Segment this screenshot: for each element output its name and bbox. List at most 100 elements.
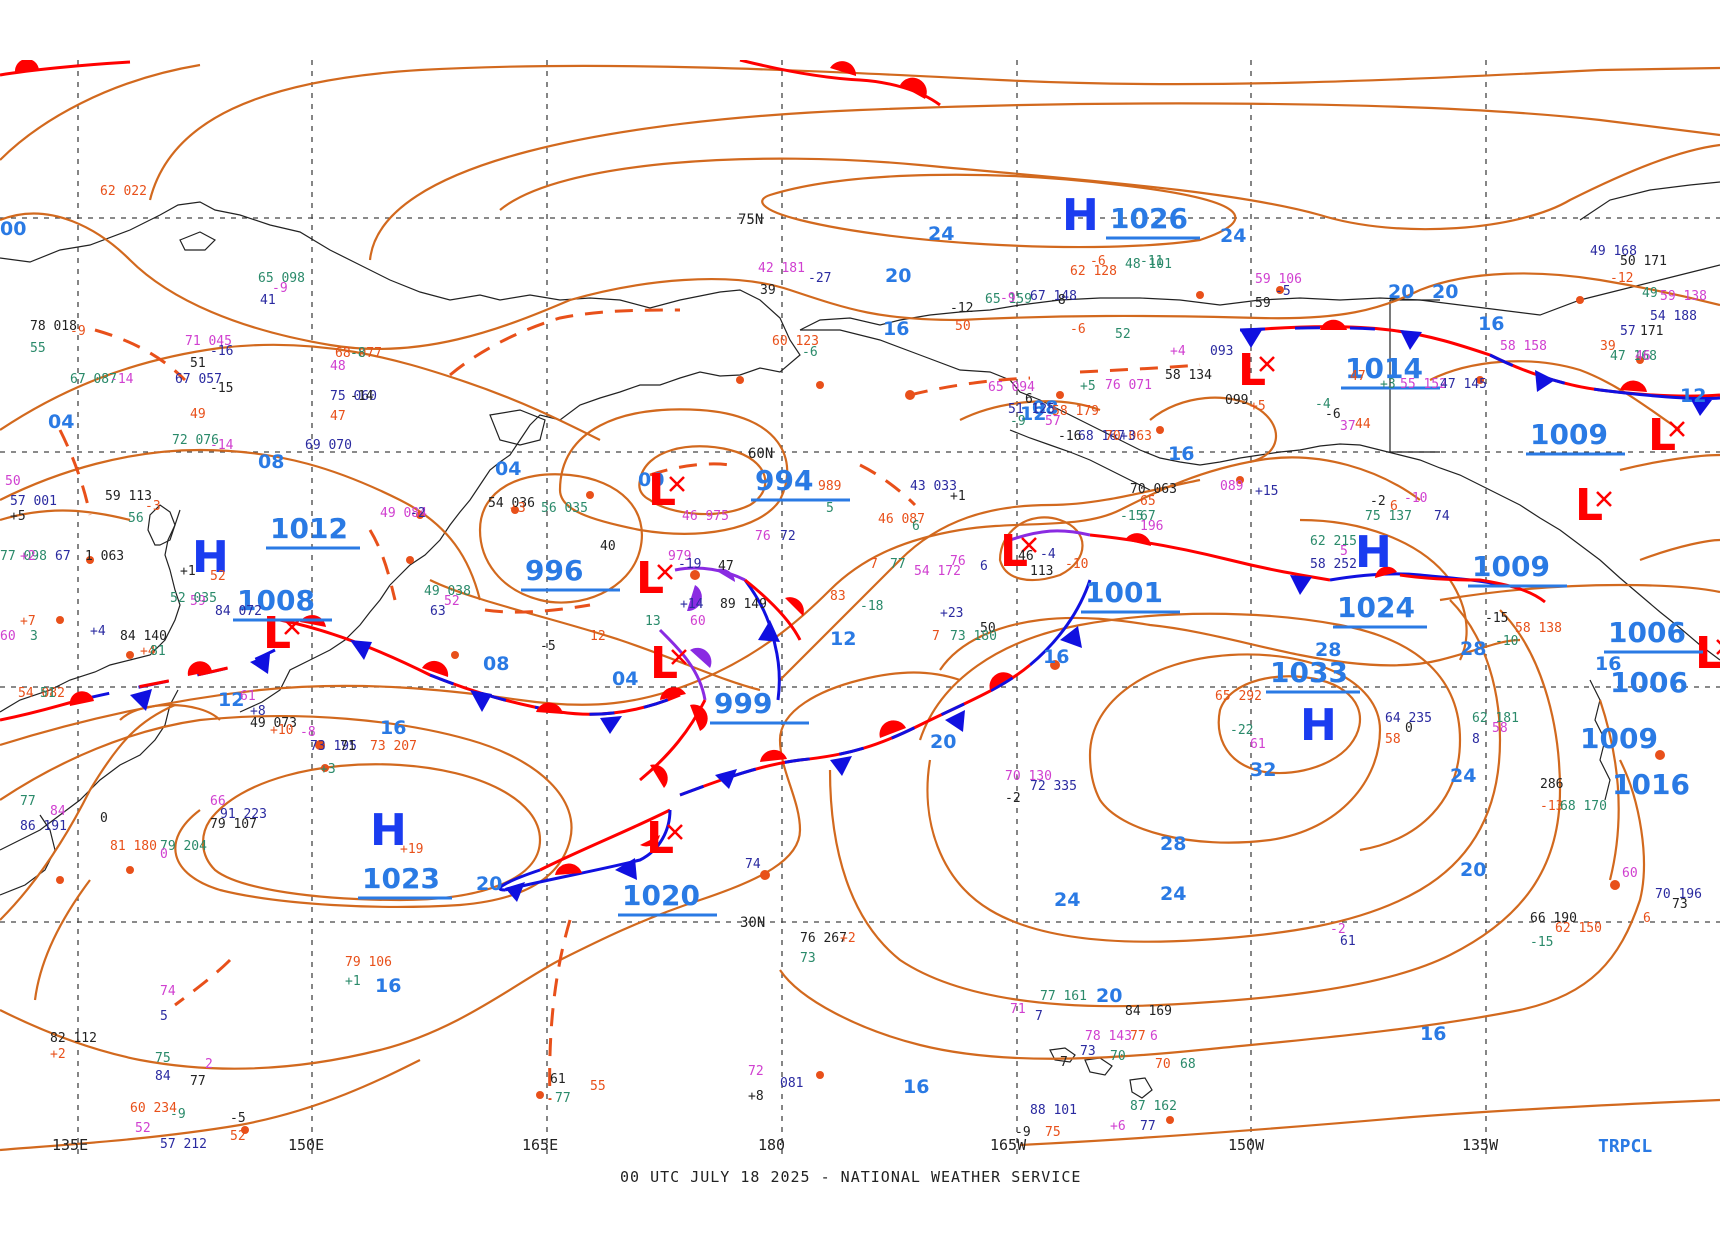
station-obs-value: 70 [1110, 1049, 1126, 1064]
station-obs-value: 69 070 [305, 438, 352, 453]
high-pressure-value: 1024 [1337, 591, 1415, 624]
station-obs-value: 81 180 [110, 839, 157, 854]
station-obs-value: 68 077 [335, 346, 382, 361]
station-obs-value: 79 107 [210, 817, 257, 832]
station-obs-value: +5 [10, 509, 26, 524]
station-obs-value: 67 [1140, 509, 1156, 524]
station-obs-value: 60 123 [772, 334, 819, 349]
station-obs-value: 58 [1492, 721, 1508, 736]
low-pressure-value: 1020 [622, 879, 700, 912]
station-obs-value: 39 [1600, 339, 1616, 354]
isobar-value-label: 20 [1388, 281, 1414, 303]
station-obs-value: -16 [210, 344, 233, 359]
station-obs-value: 55 [30, 341, 46, 356]
station-obs-value: -9 [1015, 1125, 1031, 1140]
station-obs-value: -9 [272, 281, 288, 296]
station-obs-value: 081 [780, 1076, 803, 1091]
station-obs-value: 84 169 [1125, 1004, 1172, 1019]
isobar-value-label: 24 [928, 223, 954, 245]
front-symbols [14, 60, 1712, 902]
station-obs-value: 49 084 [380, 506, 427, 521]
station-obs-value: +1 [950, 489, 966, 504]
station-obs-value: 6 [1150, 1029, 1158, 1044]
station-obs-value: 6 [1390, 499, 1398, 514]
station-obs-value: 59 [190, 594, 206, 609]
station-obs-value: 54 188 [1650, 309, 1697, 324]
isobar-value-label: 04 [48, 411, 74, 433]
station-obs-value: 77 [1130, 1029, 1146, 1044]
station-obs-value: +2 [50, 1047, 66, 1062]
station-obs-value: +5 [1250, 399, 1266, 414]
station-markers [56, 286, 1665, 1134]
station-obs-value: 1 063 [85, 549, 124, 564]
station-obs-value: 61 [1340, 934, 1356, 949]
station-obs-value: 73 [1080, 1044, 1096, 1059]
isobar-value-label: 16 [1043, 646, 1069, 668]
station-obs-value: 52 [210, 569, 226, 584]
station-obs-value: 68 167 [1078, 429, 1125, 444]
station-obs-value: 59 106 [1255, 272, 1302, 287]
station-obs-value: +10 [270, 723, 293, 738]
longitude-label: 180 [758, 1136, 785, 1154]
station-obs-value: 49 038 [424, 584, 471, 599]
isobar-value-label: 00 [0, 218, 26, 240]
isobar-value-label: 16 [375, 975, 401, 997]
low-pressure-value: 994 [755, 464, 813, 497]
station-obs-value: 0 [160, 847, 168, 862]
station-obs-value: 70 [1155, 1057, 1171, 1072]
station-obs-value: -2 [1330, 922, 1346, 937]
station-obs-value: 0 [1405, 721, 1413, 736]
station-obs-value: 70 063 [1105, 429, 1152, 444]
station-obs-value: 82 112 [50, 1031, 97, 1046]
station-obs-value: 46 087 [878, 512, 925, 527]
station-obs-value: +3 [1120, 429, 1136, 444]
station-obs-value: 6 [980, 559, 988, 574]
station-obs-value: +14 [680, 597, 704, 612]
station-obs-value: 72 [748, 1064, 764, 1079]
station-obs-value: -19 [678, 557, 701, 572]
station-obs-value: 78 143 [1085, 1029, 1132, 1044]
isobar-value-label: 24 [1450, 765, 1476, 787]
station-obs-value: 60 [1622, 866, 1638, 881]
low-pressure-value: 1009 [1472, 550, 1550, 583]
station-obs-value: +4 [140, 644, 156, 659]
low-pressure-value: 996 [525, 554, 583, 587]
station-obs-value: +3 [510, 501, 526, 516]
station-obs-value: 8 [1472, 732, 1480, 747]
station-obs-value: 62 181 [1472, 711, 1519, 726]
station-obs-value: 5 [826, 501, 834, 516]
isobar-value-label: 12 [1020, 403, 1046, 425]
station-obs-value: 73 [1672, 897, 1688, 912]
station-obs-value: 75 [1045, 1125, 1061, 1140]
isobar-value-label: 12 [830, 628, 856, 650]
station-obs-value: 7 [870, 557, 878, 572]
isobar-value-label: 08 [258, 451, 284, 473]
station-obs-value: 84 [50, 804, 66, 819]
station-obs-value: -12 [1610, 271, 1633, 286]
station-obs-value: -4 [1315, 397, 1331, 412]
station-obs-value: 74 [745, 857, 761, 872]
station-obs-value: 79 204 [160, 839, 207, 854]
station-obs-value: 71 045 [185, 334, 232, 349]
latitude-label: 75N [738, 212, 763, 228]
isobar-value-label: 20 [885, 265, 911, 287]
station-obs-value: 54 172 [914, 564, 961, 579]
pressure-value: 1006 [1610, 666, 1688, 699]
station-obs-value: 12 [590, 629, 606, 644]
station-obs-value: 171 [1640, 324, 1663, 339]
station-obs-value: 57 212 [160, 1137, 207, 1152]
station-obs-value: -9 [170, 1107, 186, 1122]
station-obs-value: 47 [330, 409, 346, 424]
station-obs-value: 77 [555, 1091, 571, 1106]
station-obs-value: 66 [210, 794, 226, 809]
troughs [58, 308, 1201, 1101]
product-code: TRPCL [1598, 1136, 1652, 1157]
station-obs-value: 51 125 [1008, 402, 1055, 417]
station-obs-value: -11 [1140, 254, 1163, 269]
station-obs-value: 71 [1010, 1002, 1026, 1017]
isobar-value-label: 16 [1168, 443, 1194, 465]
station-obs-value: -22 [1230, 723, 1253, 738]
station-obs-value: 61 [1250, 737, 1266, 752]
station-obs-value: 76 [755, 529, 771, 544]
